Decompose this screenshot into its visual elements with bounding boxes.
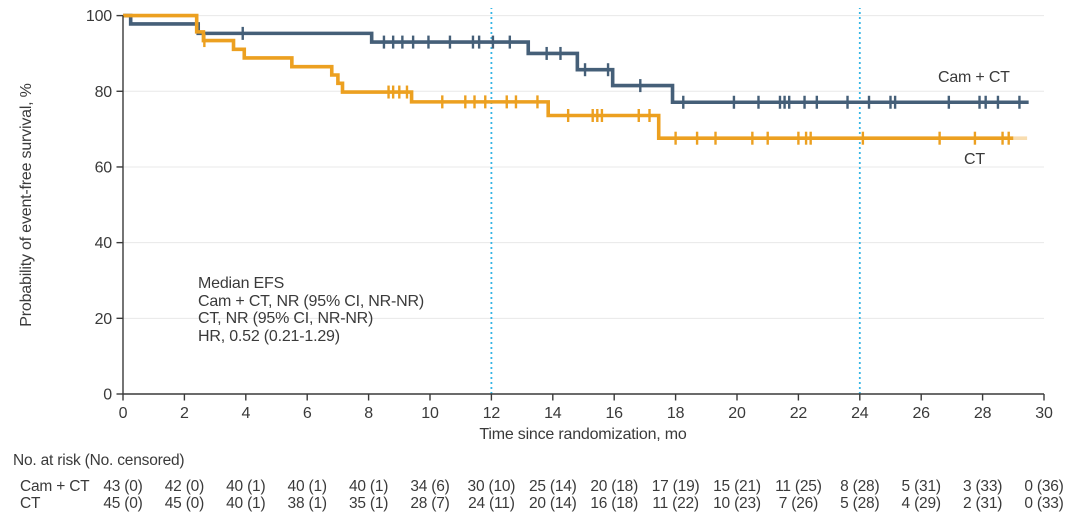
x-tick-label: 6 xyxy=(303,405,312,422)
risk-cell: 40 (1) xyxy=(226,478,265,495)
risk-cell: 45 (0) xyxy=(103,495,142,512)
annotation-line-2: Cam + CT, NR (95% CI, NR-NR) xyxy=(198,293,424,310)
x-tick-label: 16 xyxy=(605,405,623,422)
y-tick-label: 100 xyxy=(86,8,112,25)
x-tick-label: 14 xyxy=(544,405,562,422)
y-tick-label: 80 xyxy=(95,84,113,101)
risk-cell: 38 (1) xyxy=(288,495,327,512)
risk-cell: 8 (28) xyxy=(840,478,879,495)
x-tick-label: 4 xyxy=(241,405,250,422)
x-tick-label: 22 xyxy=(790,405,808,422)
risk-cell: 11 (22) xyxy=(652,495,699,512)
risk-cell: 35 (1) xyxy=(349,495,388,512)
risk-cell: 4 (29) xyxy=(902,495,941,512)
risk-table-cells: 43 (0) 42 (0) 40 (1) 40 (1) 40 (1) 34 (6) 30 (… xyxy=(103,478,1064,512)
y-tick-label: 0 xyxy=(103,387,112,404)
y-tick-label: 40 xyxy=(95,235,113,252)
risk-cell: 17 (19) xyxy=(652,478,700,495)
x-tick-label: 20 xyxy=(728,405,746,422)
risk-row-label-ct: CT xyxy=(20,495,41,512)
risk-cell: 20 (18) xyxy=(590,478,638,495)
risk-cell: 42 (0) xyxy=(165,478,204,495)
risk-cell: 45 (0) xyxy=(165,495,204,512)
reference-lines xyxy=(490,8,861,394)
risk-cell: 30 (10) xyxy=(468,478,516,495)
y-axis-title: Probability of event-free survival, % xyxy=(18,83,35,326)
gridlines xyxy=(123,15,1044,319)
risk-cell: 5 (28) xyxy=(840,495,879,512)
median-efs-annotation: Median EFS Cam + CT, NR (95% CI, NR-NR) … xyxy=(198,275,424,345)
risk-cell: 5 (31) xyxy=(902,478,941,495)
x-tick-label: 8 xyxy=(364,405,373,422)
y-tick-label: 20 xyxy=(95,311,113,328)
annotation-line-3: CT, NR (95% CI, NR-NR) xyxy=(198,310,373,327)
x-axis-title: Time since randomization, mo xyxy=(479,426,687,443)
risk-cell: 40 (1) xyxy=(288,478,327,495)
risk-cell: 11 (25) xyxy=(775,478,822,495)
risk-cell: 20 (14) xyxy=(529,495,577,512)
risk-cell: 25 (14) xyxy=(529,478,577,495)
risk-table-header: No. at risk (No. censored) xyxy=(13,452,184,469)
risk-cell: 40 (1) xyxy=(226,495,265,512)
risk-cell: 2 (31) xyxy=(963,495,1002,512)
survival-curves xyxy=(123,13,1029,145)
risk-cell: 43 (0) xyxy=(103,478,142,495)
x-tick-label: 12 xyxy=(483,405,501,422)
km-curve-cam-ct xyxy=(123,13,1029,105)
x-tick-label: 30 xyxy=(1035,405,1053,422)
annotation-line-4: HR, 0.52 (0.21-1.29) xyxy=(198,328,340,345)
risk-cell: 34 (6) xyxy=(410,478,449,495)
risk-row-label-cam-ct: Cam + CT xyxy=(20,478,90,495)
y-tick-label: 60 xyxy=(95,159,113,176)
risk-cell: 10 (23) xyxy=(713,495,761,512)
x-tick-label: 24 xyxy=(851,405,869,422)
risk-cell: 40 (1) xyxy=(349,478,388,495)
risk-cell: 0 (36) xyxy=(1024,478,1063,495)
x-tick-label: 0 xyxy=(119,405,128,422)
risk-cell: 16 (18) xyxy=(590,495,638,512)
x-tick-label: 26 xyxy=(912,405,930,422)
risk-cell: 24 (11) xyxy=(468,495,515,512)
x-tick-label: 2 xyxy=(180,405,189,422)
x-tick-label: 18 xyxy=(667,405,685,422)
annotation-line-1: Median EFS xyxy=(198,275,284,292)
risk-cell: 15 (21) xyxy=(713,478,761,495)
risk-cell: 28 (7) xyxy=(410,495,449,512)
series-label-ct: CT xyxy=(964,151,985,168)
x-tick-label: 28 xyxy=(974,405,992,422)
series-label-cam-ct: Cam + CT xyxy=(938,69,1010,86)
risk-table: No. at risk (No. censored) Cam + CT CT 4… xyxy=(13,452,1064,512)
risk-cell: 0 (33) xyxy=(1024,495,1063,512)
risk-cell: 3 (33) xyxy=(963,478,1002,495)
x-tick-label: 10 xyxy=(421,405,439,422)
risk-cell: 7 (26) xyxy=(779,495,818,512)
